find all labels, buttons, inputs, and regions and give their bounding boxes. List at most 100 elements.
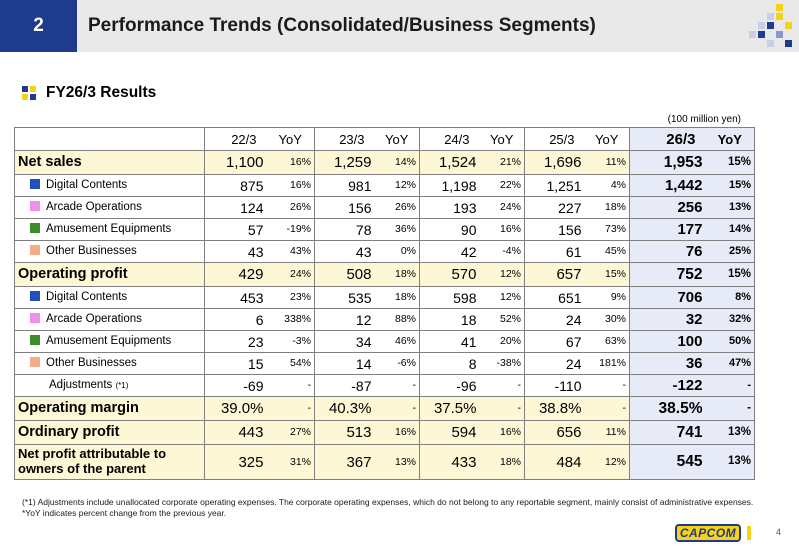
yoy-cell: -19% [266,218,315,241]
yoy-header: YoY [479,127,525,151]
value-cell: 656 [524,420,585,445]
value-cell: 545 [629,444,706,480]
year-header: 25/3 [524,127,585,151]
yoy-cell: 50% [705,330,755,353]
value-cell: 484 [524,444,585,480]
yoy-cell: 16% [479,218,525,241]
yoy-cell: 338% [266,308,315,331]
value-cell: 36 [629,352,706,375]
row-label: Adjustments (*1) [14,374,205,397]
table-row: Operating profit 429 24% 508 18% 570 12% 657 15%… [14,262,755,287]
yoy-cell: - [479,374,525,397]
value-cell: 90 [419,218,480,241]
value-cell: 1,251 [524,174,585,197]
year-header: 22/3 [204,127,267,151]
subtitle-text: FY26/3 Results [46,84,157,101]
value-cell: 1,524 [419,150,480,175]
segment-swatch-icon [30,313,40,324]
table-row: Other Businesses 15 54% 14 -6% 8 -38% 24 181% 36 4… [14,352,755,375]
yoy-header: YoY [374,127,420,151]
table-row: Operating margin 39.0% -40.3% -37.5% -38.8% -… [14,396,755,421]
row-label: Amusement Equipments [14,330,205,353]
slide-header: 2 Performance Trends (Consolidated/Busin… [0,0,799,52]
yoy-cell: 12% [479,262,525,287]
yoy-cell: 9% [584,286,630,309]
value-cell: 513 [314,420,375,445]
row-label-text: Amusement Equipments [46,223,172,236]
yoy-cell: 18% [374,262,420,287]
value-cell: -87 [314,374,375,397]
yoy-cell: - [374,374,420,397]
yoy-cell: 43% [266,240,315,263]
bullet-squares-icon [22,86,36,100]
yoy-cell: 13% [705,196,755,219]
yoy-cell: - [584,396,630,421]
yoy-cell: 20% [479,330,525,353]
slide-title: Performance Trends (Consolidated/Busines… [88,15,596,36]
value-cell: 15 [204,352,267,375]
yoy-cell: 15% [705,262,755,287]
yoy-header: YoY [266,127,315,151]
value-cell: 39.0% [204,396,267,421]
value-cell: 256 [629,196,706,219]
value-cell: 651 [524,286,585,309]
value-cell: 40.3% [314,396,375,421]
table-row: Other Businesses 43 43% 43 0% 42 -4% 61 45% 76 25% [14,240,755,263]
segment-swatch-icon [30,179,40,190]
value-cell: 193 [419,196,480,219]
yoy-cell: 26% [374,196,420,219]
yoy-cell: 15% [584,262,630,287]
value-cell: 570 [419,262,480,287]
value-cell: 875 [204,174,267,197]
yoy-cell: - [374,396,420,421]
value-cell: 706 [629,286,706,309]
row-label-text: Arcade Operations [46,313,142,326]
yoy-cell: 15% [705,150,755,175]
yoy-header: YoY [584,127,630,151]
value-cell: 1,198 [419,174,480,197]
row-label-text: Digital Contents [46,291,128,304]
value-cell: 34 [314,330,375,353]
row-label: Ordinary profit [14,420,205,445]
yoy-cell: 13% [705,420,755,445]
unit-label: (100 million yen) [667,114,741,125]
value-cell: 156 [314,196,375,219]
value-cell: 433 [419,444,480,480]
yoy-cell: 16% [374,420,420,445]
yoy-cell: 54% [266,352,315,375]
yoy-cell: - [266,374,315,397]
yoy-cell: 18% [584,196,630,219]
yoy-cell: - [584,374,630,397]
row-label-text: Arcade Operations [46,201,142,214]
value-cell: 32 [629,308,706,331]
yoy-cell: - [266,396,315,421]
value-cell: 38.5% [629,396,706,421]
segment-swatch-icon [30,357,40,368]
value-cell: 453 [204,286,267,309]
value-cell: 6 [204,308,267,331]
value-cell: 18 [419,308,480,331]
value-cell: 37.5% [419,396,480,421]
value-cell: 325 [204,444,267,480]
value-cell: 41 [419,330,480,353]
decorative-squares-icon [742,4,796,48]
table-row: Adjustments (*1) -69- -87- -96- -110- -122- [14,374,755,397]
header-corner-cell [14,127,205,151]
section-number: 2 [0,0,77,52]
row-label: Arcade Operations [14,196,205,219]
row-label: Net sales [14,150,205,175]
yoy-cell: 8% [705,286,755,309]
capcom-logo: CAPCOM [675,524,741,542]
performance-table: 22/3 YoY 23/3 YoY 24/3 YoY 25/3 YoY 26/3 YoY Net s… [14,127,755,480]
row-label-text: Other Businesses [46,357,137,370]
year-header: 23/3 [314,127,375,151]
table-row: Arcade Operations 124 26% 156 26% 193 24% 227 18… [14,196,755,219]
value-cell: 43 [314,240,375,263]
value-cell: -96 [419,374,480,397]
row-label: Arcade Operations [14,308,205,331]
segment-swatch-icon [30,291,40,302]
yoy-cell: - [705,396,755,421]
table-row: Net profit attributable to owners of the… [14,444,755,480]
yoy-cell: 16% [266,150,315,175]
logo-accent-bar [747,526,751,540]
